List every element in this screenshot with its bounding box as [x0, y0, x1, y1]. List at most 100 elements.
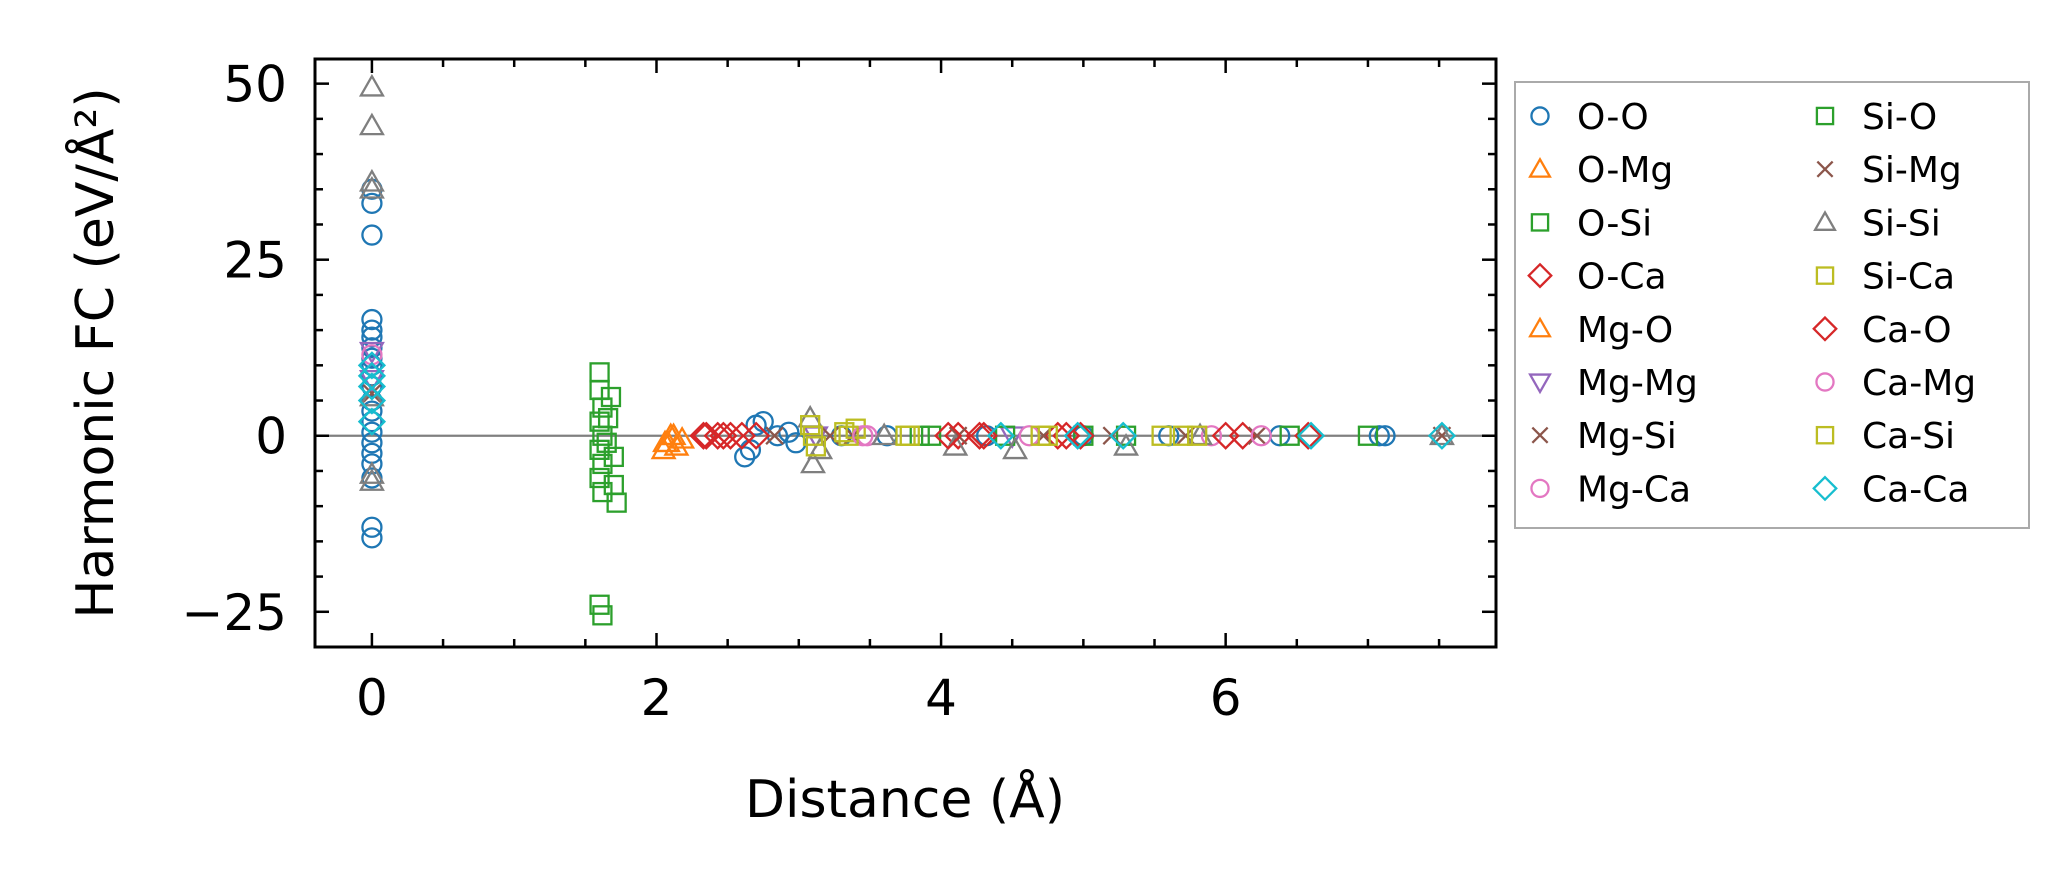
data-point	[606, 492, 627, 513]
legend-item: Ca-O	[1812, 310, 1952, 351]
data-point	[1247, 426, 1267, 446]
data-point	[361, 308, 383, 331]
data-point	[944, 421, 973, 450]
legend: O-O O-Mg O-Si O-Ca Mg-O Mg-Mg Mg-Si Mg-Ca Si-O Si…	[1514, 81, 2030, 529]
legend-marker	[1531, 426, 1549, 444]
legend-marker	[1815, 106, 1835, 126]
legend-marker	[1815, 372, 1835, 392]
data-point	[361, 516, 383, 538]
legend-item: Mg-O	[1528, 310, 1673, 351]
data-point	[1187, 425, 1208, 446]
legend-marker	[1528, 373, 1552, 395]
legend-marker	[1816, 160, 1834, 178]
data-point	[800, 450, 826, 474]
data-point	[669, 425, 696, 449]
data-point	[734, 446, 756, 468]
legend-label: O-Ca	[1577, 257, 1667, 298]
data-point	[358, 112, 385, 136]
series-ca-o	[692, 421, 1240, 450]
data-point	[895, 425, 916, 446]
legend-label: Si-Mg	[1862, 150, 1962, 191]
data-point	[1002, 436, 1029, 460]
y-axis-label: Harmonic FC (eV/Å²)	[64, 87, 126, 618]
series-mg-o	[652, 422, 687, 453]
data-point	[1151, 425, 1172, 446]
y-tick-label: 50	[223, 56, 287, 114]
data-point	[703, 421, 732, 450]
legend-label: Mg-Ca	[1577, 469, 1691, 510]
legend-label: Mg-Mg	[1577, 363, 1698, 404]
data-point	[358, 73, 385, 97]
data-point	[1250, 425, 1272, 447]
x-tick-label: 4	[925, 669, 957, 727]
legend-marker	[1812, 315, 1838, 342]
legend-item: Ca-Si	[1815, 416, 1955, 457]
legend-item: Si-Si	[1813, 203, 1941, 244]
legend-label: O-O	[1577, 97, 1649, 138]
data-point	[716, 421, 745, 450]
data-point	[689, 421, 718, 450]
data-point	[871, 422, 898, 446]
data-point	[361, 400, 383, 422]
data-point	[1296, 421, 1326, 450]
series-ca-si	[838, 425, 1208, 446]
data-point	[1052, 421, 1081, 450]
legend-marker	[1815, 266, 1835, 285]
data-point	[1037, 425, 1058, 446]
x-tick-label: 0	[356, 669, 388, 727]
data-point	[802, 425, 824, 446]
data-point	[805, 436, 827, 457]
legend-label: Ca-Ca	[1862, 469, 1969, 510]
data-point	[358, 461, 385, 484]
data-point	[1428, 422, 1455, 446]
legend-frame	[1514, 81, 2030, 529]
legend-label: O-Mg	[1577, 150, 1673, 191]
legend-item: O-Si	[1530, 203, 1652, 244]
data-point	[1211, 421, 1240, 450]
data-point	[1427, 421, 1457, 450]
data-point	[358, 468, 385, 491]
data-point	[361, 326, 383, 348]
data-point	[942, 432, 969, 456]
data-point	[1063, 421, 1092, 450]
legend-marker	[1528, 316, 1552, 338]
legend-item: Mg-Ca	[1530, 469, 1691, 510]
data-point	[600, 386, 622, 408]
data-point	[765, 426, 784, 446]
data-point	[1066, 421, 1095, 450]
series-ca-mg	[852, 425, 1272, 447]
legend-marker	[1813, 210, 1837, 231]
data-point	[589, 439, 610, 460]
data-point	[589, 594, 610, 615]
legend-marker	[1530, 213, 1550, 232]
data-point	[361, 224, 383, 246]
legend-item: O-Mg	[1528, 150, 1673, 191]
legend-label: O-Si	[1577, 203, 1652, 244]
data-point	[357, 386, 387, 415]
plot-frame	[313, 57, 1498, 649]
data-point	[603, 446, 624, 468]
data-point	[1368, 425, 1390, 447]
data-point	[358, 168, 385, 192]
x-tick-label: 2	[641, 669, 673, 727]
data-point	[1294, 421, 1323, 450]
data-point	[800, 415, 821, 436]
legend-item: O-O	[1530, 97, 1649, 138]
data-point	[1172, 425, 1194, 446]
legend-item: Si-O	[1815, 97, 1937, 138]
legend-marker	[1812, 475, 1838, 502]
legend-label: Ca-Mg	[1862, 363, 1976, 404]
data-point	[357, 372, 387, 401]
x-axis-label: Distance (Å)	[745, 768, 1065, 830]
data-point	[785, 432, 807, 454]
data-point	[592, 605, 613, 626]
data-point	[361, 319, 383, 341]
legend-marker	[1528, 156, 1552, 178]
legend-label: Ca-Si	[1862, 416, 1955, 457]
legend-marker	[1530, 106, 1550, 126]
legend-item: Mg-Mg	[1528, 363, 1698, 404]
data-point	[727, 421, 756, 450]
legend-item: Mg-Si	[1531, 416, 1677, 457]
legend-item: Ca-Mg	[1815, 363, 1976, 404]
data-point	[1374, 425, 1396, 447]
